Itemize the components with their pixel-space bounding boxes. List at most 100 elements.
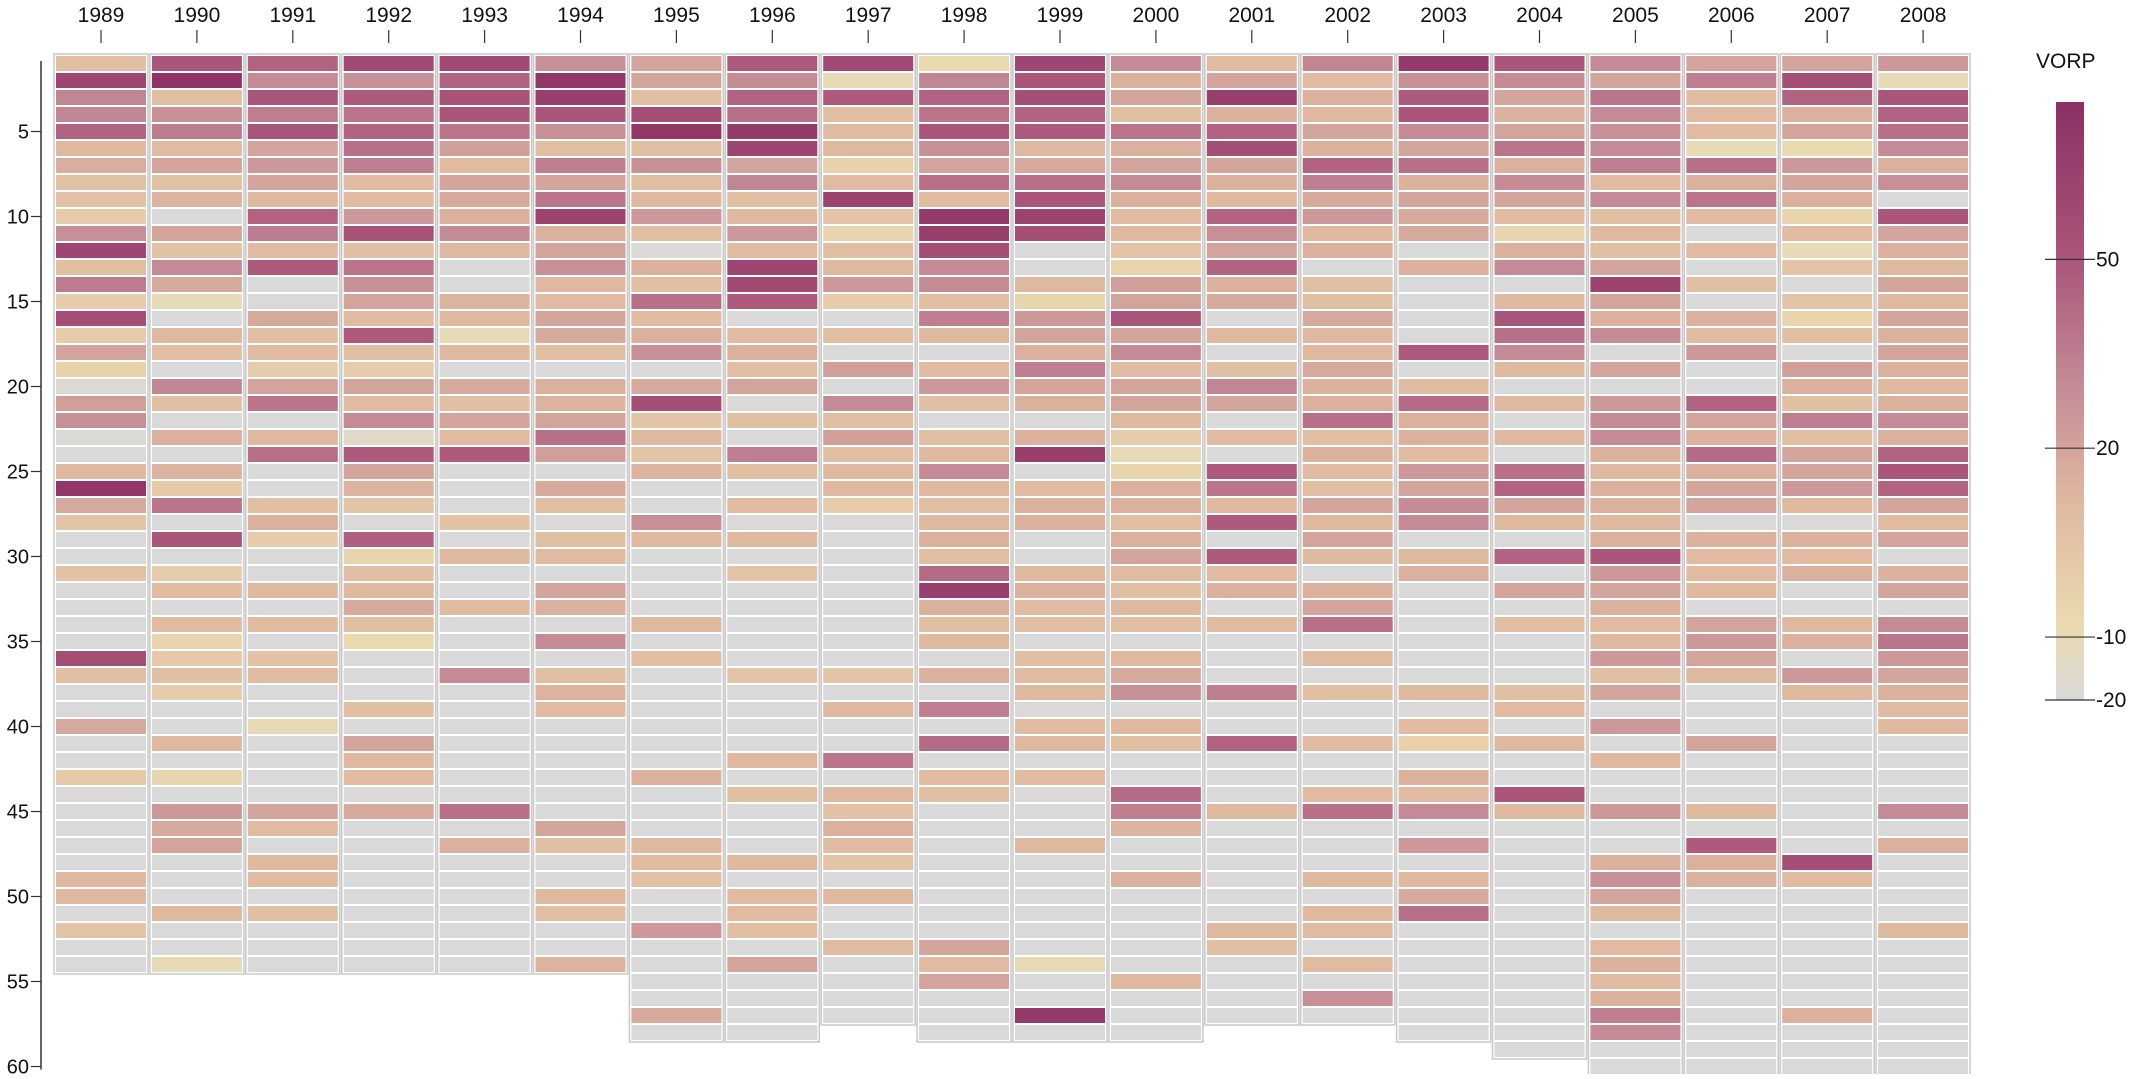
heatmap-cell <box>1878 804 1969 819</box>
heatmap-cell <box>535 702 626 717</box>
heatmap-cell <box>247 515 338 530</box>
heatmap-cell <box>151 532 242 547</box>
heatmap-cell <box>535 396 626 411</box>
heatmap-cell <box>1686 566 1777 581</box>
heatmap-cell <box>56 141 146 156</box>
heatmap-cell <box>1110 515 1201 530</box>
heatmap-cell <box>727 447 818 462</box>
heatmap-cell <box>1015 532 1105 547</box>
heatmap-cell <box>1015 243 1105 258</box>
heatmap-cell <box>343 294 434 309</box>
heatmap-cell <box>1878 532 1969 547</box>
heatmap-cell <box>56 260 146 275</box>
heatmap-cell <box>1782 107 1873 122</box>
heatmap-cell <box>1206 855 1297 870</box>
heatmap-cell <box>727 634 818 649</box>
heatmap-cell <box>919 107 1010 122</box>
heatmap-cell <box>1398 430 1489 445</box>
heatmap-cell <box>1590 770 1681 785</box>
heatmap-cell <box>1206 906 1297 921</box>
heatmap-cell <box>1686 753 1777 768</box>
heatmap-cell <box>1878 464 1969 479</box>
heatmap-cell <box>343 923 434 938</box>
heatmap-cell <box>343 515 434 530</box>
heatmap-cell <box>1110 124 1201 139</box>
heatmap-cell <box>823 923 914 938</box>
year-column-1999 <box>1012 53 1108 1043</box>
heatmap-cell <box>343 940 434 955</box>
heatmap-cell <box>56 651 146 666</box>
heatmap-cell <box>56 192 146 207</box>
heatmap-cell <box>1590 549 1681 564</box>
heatmap-cell <box>1494 957 1585 972</box>
heatmap-cell <box>1015 787 1105 802</box>
year-label: 2003 <box>1420 4 1467 27</box>
heatmap-cell <box>535 447 626 462</box>
heatmap-cell <box>1110 481 1201 496</box>
heatmap-cell <box>1398 192 1489 207</box>
heatmap-cell <box>1110 566 1201 581</box>
heatmap-cell <box>151 566 242 581</box>
heatmap-cell <box>1015 600 1105 615</box>
heatmap-cell <box>823 362 914 377</box>
heatmap-cell <box>631 566 722 581</box>
heatmap-cell <box>439 600 530 615</box>
heatmap-cell <box>439 838 530 853</box>
heatmap-cell <box>631 787 722 802</box>
heatmap-cell <box>727 736 818 751</box>
heatmap-cell <box>1494 736 1585 751</box>
heatmap-cell <box>151 379 242 394</box>
heatmap-cell <box>1782 1042 1873 1057</box>
heatmap-cell <box>439 821 530 836</box>
heatmap-cell <box>343 379 434 394</box>
heatmap-cell <box>247 192 338 207</box>
heatmap-cell <box>1782 940 1873 955</box>
heatmap-cell <box>151 294 242 309</box>
heatmap-cell <box>1015 447 1105 462</box>
heatmap-cell <box>1782 175 1873 190</box>
heatmap-cell <box>1782 73 1873 88</box>
heatmap-cell <box>631 821 722 836</box>
heatmap-cell <box>247 498 338 513</box>
heatmap-cell <box>727 872 818 887</box>
heatmap-cell <box>247 940 338 955</box>
heatmap-cell <box>1686 464 1777 479</box>
heatmap-cell <box>823 481 914 496</box>
heatmap-cell <box>727 141 818 156</box>
heatmap-cell <box>1110 379 1201 394</box>
heatmap-cell <box>247 328 338 343</box>
heatmap-cell <box>1302 549 1393 564</box>
heatmap-cell <box>343 396 434 411</box>
heatmap-cell <box>151 226 242 241</box>
heatmap-cell <box>1878 889 1969 904</box>
year-column-2001 <box>1204 53 1300 1026</box>
heatmap-cell <box>1398 1008 1489 1023</box>
heatmap-cell <box>439 753 530 768</box>
heatmap-cell <box>151 702 242 717</box>
heatmap-cell <box>1494 787 1585 802</box>
heatmap-cell <box>1015 974 1105 989</box>
heatmap-cell <box>823 651 914 666</box>
heatmap-cell <box>56 379 146 394</box>
heatmap-cell <box>535 685 626 700</box>
heatmap-cell <box>1206 991 1297 1006</box>
heatmap-cell <box>535 124 626 139</box>
year-column-frame <box>1587 53 1684 1077</box>
heatmap-cell <box>439 651 530 666</box>
heatmap-cell <box>1686 345 1777 360</box>
heatmap-cell <box>631 600 722 615</box>
heatmap-cell <box>247 549 338 564</box>
heatmap-cell <box>1110 549 1201 564</box>
heatmap-cell <box>439 175 530 190</box>
heatmap-cell <box>727 311 818 326</box>
heatmap-cell <box>1494 855 1585 870</box>
heatmap-cell <box>1494 940 1585 955</box>
heatmap-cell <box>1206 974 1297 989</box>
heatmap-cell <box>247 73 338 88</box>
heatmap-cell <box>247 107 338 122</box>
heatmap-cell <box>1494 1042 1585 1057</box>
heatmap-cell <box>1590 430 1681 445</box>
heatmap-cell <box>535 549 626 564</box>
heatmap-cell <box>1494 73 1585 88</box>
heatmap-cell <box>1878 923 1969 938</box>
